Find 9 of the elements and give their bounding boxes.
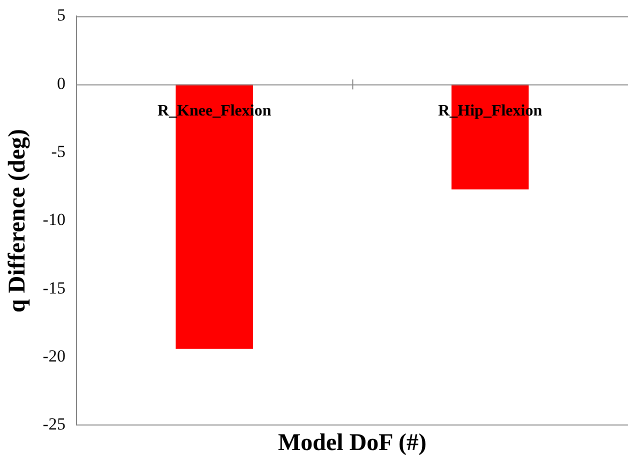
y-tick-label: -15 bbox=[42, 278, 66, 298]
y-tick-label: -10 bbox=[42, 210, 66, 230]
y-tick-label: 5 bbox=[56, 6, 66, 25]
y-tick-label: -5 bbox=[51, 142, 66, 161]
y-axis-title: q Difference (deg) bbox=[4, 128, 31, 312]
x-axis-title: Model DoF (#) bbox=[278, 430, 426, 456]
y-tick-label: -20 bbox=[42, 346, 66, 366]
y-tick-label: -25 bbox=[42, 414, 66, 434]
y-tick-label: 0 bbox=[56, 74, 66, 93]
